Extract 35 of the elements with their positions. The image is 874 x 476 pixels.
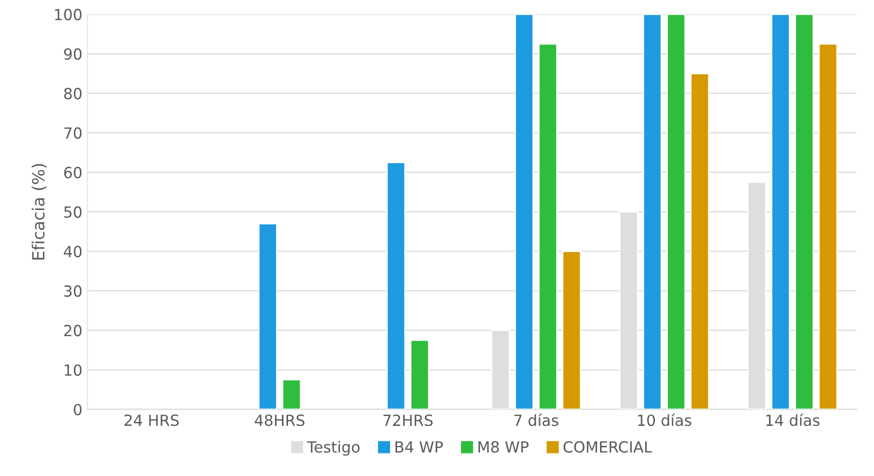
y-tick-label: 50 [64, 206, 82, 218]
bar [770, 14, 790, 410]
x-tick-label: 10 días [638, 414, 692, 426]
y-tick-label: 10 [64, 364, 82, 376]
x-tick-label: 7 días [514, 414, 558, 426]
legend-label: COMERCIAL [564, 441, 652, 453]
y-tick-label: 100 [55, 8, 82, 20]
bar [666, 14, 686, 410]
bar [282, 379, 302, 410]
bar [794, 14, 814, 410]
x-tick-label: 24 HRS [124, 414, 179, 426]
y-tick-label: 80 [64, 88, 82, 100]
bar [258, 222, 278, 410]
bar [818, 43, 838, 410]
x-tick-label: 72HRS [383, 414, 433, 426]
bar [690, 72, 710, 410]
bar [562, 250, 582, 410]
legend-label: Testigo [306, 440, 360, 456]
bar [514, 14, 534, 410]
legend-label: M8 WP [478, 441, 529, 453]
y-tick-label: 0 [74, 404, 82, 416]
bar [538, 43, 558, 410]
bar [410, 340, 430, 410]
y-tick-label: 20 [64, 324, 82, 336]
x-tick-label: 48HRS [254, 414, 304, 426]
y-tick-label: 70 [64, 127, 82, 139]
legend-label: B4 WP [395, 441, 443, 452]
y-tick-label: 40 [64, 246, 82, 258]
x-tick-label: 14 días [766, 414, 820, 426]
y-tick-label: 30 [64, 285, 82, 297]
y-tick-label: 90 [64, 48, 82, 60]
bar [642, 14, 662, 410]
bar [386, 162, 406, 410]
y-tick-label: 60 [64, 166, 82, 178]
y-axis-title: Eficacia (%) [32, 164, 47, 260]
